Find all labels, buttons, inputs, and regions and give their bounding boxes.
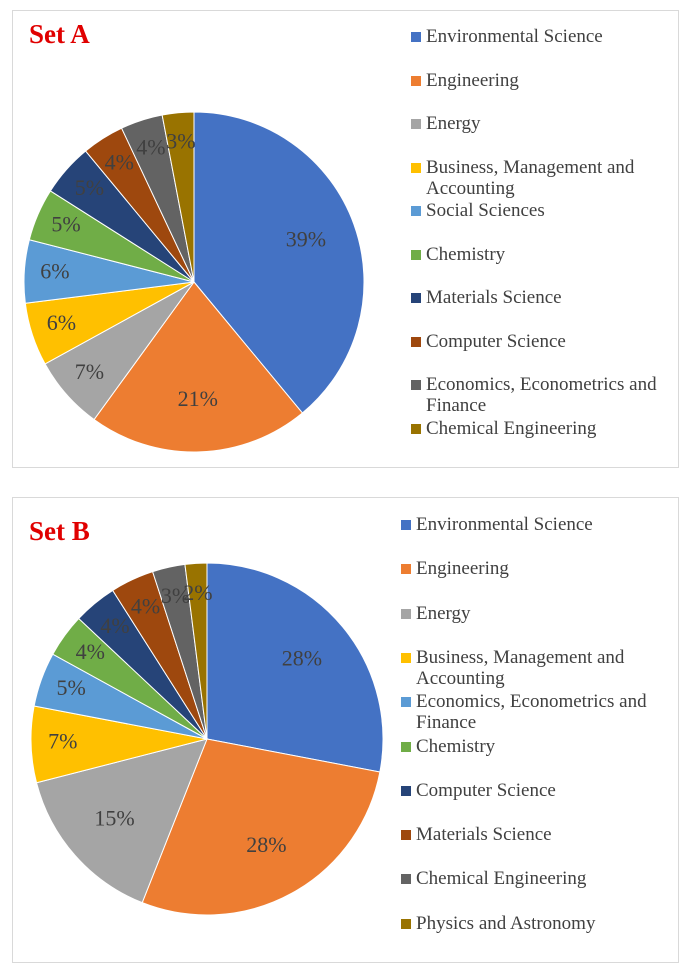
legend-item: Environmental Science [411, 26, 681, 47]
data-label: 6% [47, 310, 76, 335]
pie-chart: 28%28%15%7%5%4%4%4% 3%2% [30, 562, 384, 916]
legend-item: Computer Science [411, 331, 681, 352]
legend-item: Environmental Science [401, 514, 671, 535]
legend-swatch [401, 608, 411, 619]
legend-label: Chemical Engineering [416, 868, 587, 890]
legend-swatch [401, 741, 411, 752]
data-label: 4% [100, 613, 129, 638]
legend-item: Social Sciences [411, 200, 681, 221]
pie-slice [93, 281, 304, 453]
data-label: 6% [40, 258, 69, 283]
legend-label: Energy [416, 602, 471, 624]
legend-label: Economics, Econometrics and Finance [416, 691, 647, 734]
legend-item: Economics, Econometrics and Finance [411, 374, 681, 416]
legend-item: Chemical Engineering [401, 868, 671, 889]
chart-title: Set B [29, 516, 90, 546]
legend-item: Physics and Astronomy [401, 913, 671, 934]
legend-item: Economics, Econometrics and Finance [401, 691, 671, 733]
legend-label: Environmental Science [416, 514, 593, 535]
legend-item: Chemical Engineering [411, 418, 681, 439]
data-label: 2% [183, 580, 212, 605]
legend-swatch [401, 652, 411, 663]
legend-label: Social Sciences [426, 200, 545, 221]
legend-item: Chemistry [411, 244, 681, 265]
data-label: 15% [94, 806, 134, 831]
legend-item: Chemistry [401, 736, 671, 757]
legend-label: Computer Science [426, 330, 566, 352]
legend-label: Engineering [416, 558, 509, 580]
legend-swatch [411, 75, 421, 86]
legend-swatch [401, 697, 411, 708]
data-label: 21% [178, 386, 218, 411]
data-label: 5% [57, 675, 86, 700]
legend-swatch [411, 336, 421, 347]
data-label: 28% [246, 832, 286, 857]
data-label: 28% [282, 646, 322, 671]
legend-swatch [411, 249, 421, 260]
legend-swatch [411, 162, 421, 173]
legend-item: Materials Science [401, 824, 671, 845]
legend-swatch [411, 119, 421, 129]
legend-label: Chemistry [416, 735, 496, 757]
pie-slice [141, 738, 381, 916]
legend-item: Engineering [411, 70, 681, 91]
legend-label: Computer Science [416, 779, 556, 801]
legend-swatch [411, 32, 421, 42]
legend-swatch [411, 293, 421, 303]
legend-label: Business, Management and Accounting [416, 646, 625, 689]
legend-label: Chemical Engineering [426, 417, 597, 439]
pie-slice [161, 111, 195, 283]
legend-swatch [401, 564, 411, 575]
data-label: 3% [166, 128, 195, 153]
legend-item: Engineering [401, 558, 671, 579]
legend-label: Materials Science [416, 824, 552, 846]
pie-chart: 39%21%7%6%6%5%5%4%4% 3% [23, 111, 365, 453]
legend-label: Environmental Science [426, 26, 603, 47]
legend-swatch [411, 380, 421, 390]
data-label: 5% [75, 175, 104, 200]
legend-swatch [401, 830, 411, 841]
legend-item: Business, Management and Accounting [401, 647, 671, 689]
pie-slice [193, 111, 365, 414]
data-label: 3% [161, 583, 190, 608]
legend-item: Computer Science [401, 780, 671, 801]
chart-title: Set A [29, 19, 90, 49]
chart-panel: 28% 28% 15% 7% 5% 4% 4% 4% 3% 2% Set B Environmenta… [12, 497, 679, 963]
pie-slice [184, 562, 208, 740]
legend-swatch [401, 520, 411, 530]
legend-item: Materials Science [411, 287, 681, 308]
legend-item: Energy [401, 603, 671, 624]
legend-label: Energy [426, 113, 481, 134]
data-label: 7% [75, 359, 104, 384]
pie-slice [35, 738, 208, 904]
legend-swatch [411, 206, 421, 216]
legend-label: Physics and Astronomy [416, 912, 596, 934]
data-label: 39% [286, 227, 326, 252]
data-label: 4% [136, 134, 165, 159]
legend-label: Economics, Econometrics and Finance [426, 374, 657, 416]
data-label: 5% [51, 212, 80, 237]
legend-item: Business, Management and Accounting [411, 157, 681, 199]
legend-label: Business, Management and Accounting [426, 156, 635, 199]
legend-label: Engineering [426, 69, 519, 91]
legend-swatch [411, 423, 421, 434]
legend-swatch [401, 785, 411, 796]
legend-swatch [401, 874, 411, 885]
data-label: 7% [48, 729, 77, 754]
legend-swatch [401, 918, 411, 929]
legend-item: Energy [411, 113, 681, 134]
legend-label: Materials Science [426, 287, 562, 308]
data-label: 4% [105, 149, 134, 174]
chart-panel: 39% 21% 7% 6% 6% 5% 5% 4% 4% 3% Set A Environmental… [12, 10, 679, 468]
pie-slice [206, 562, 384, 773]
data-label: 4% [131, 593, 160, 618]
data-label: 4% [76, 639, 105, 664]
legend-label: Chemistry [426, 243, 506, 265]
